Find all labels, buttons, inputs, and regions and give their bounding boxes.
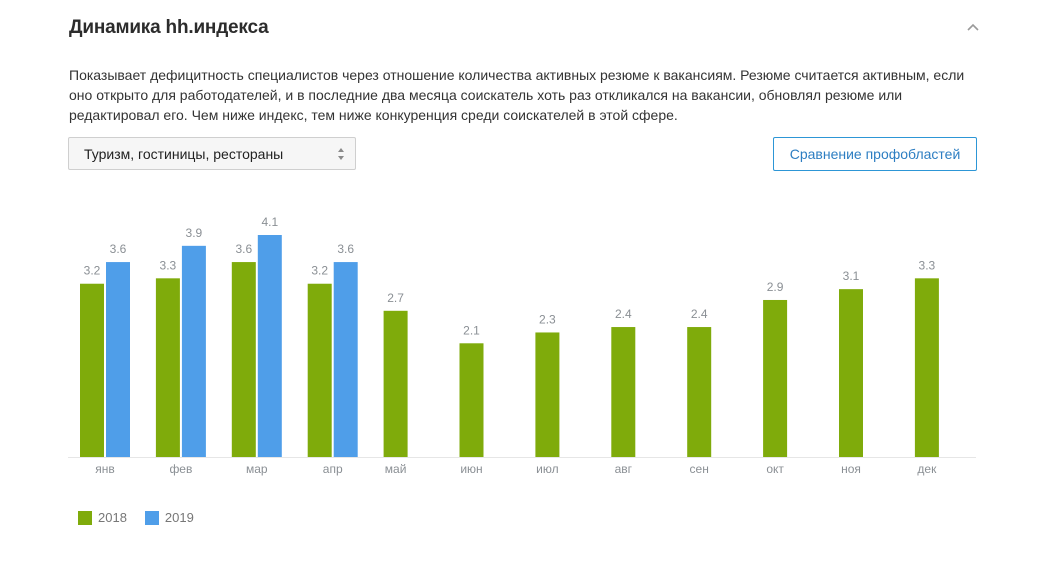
- industry-select-value: Туризм, гостиницы, рестораны: [84, 146, 284, 162]
- chevron-up-icon: [967, 23, 979, 31]
- sort-arrows-icon: [338, 148, 344, 160]
- bar-2018-янв[interactable]: [80, 283, 104, 457]
- x-tick-label: фев: [169, 462, 192, 476]
- bar-value-label: 3.2: [311, 264, 328, 278]
- bar-value-label: 2.3: [539, 312, 556, 326]
- bar-2019-апр[interactable]: [333, 262, 358, 457]
- bar-2018-апр[interactable]: [307, 283, 332, 457]
- bar-value-label: 2.4: [691, 307, 708, 321]
- x-tick-label: июн: [460, 462, 482, 476]
- industry-select[interactable]: Туризм, гостиницы, рестораны: [68, 137, 356, 170]
- bar-value-label: 3.3: [160, 258, 177, 272]
- bar-value-label: 3.3: [919, 258, 936, 272]
- x-tick-label: дек: [917, 462, 937, 476]
- bar-2018-авг[interactable]: [611, 327, 636, 457]
- legend-item-2018[interactable]: 2018: [78, 510, 127, 525]
- bar-2018-фев[interactable]: [155, 278, 180, 457]
- x-tick-label: апр: [323, 462, 343, 476]
- bar-2018-сен[interactable]: [687, 327, 712, 457]
- x-tick-label: мар: [246, 462, 268, 476]
- bar-value-label: 3.6: [337, 242, 354, 256]
- bar-2018-окт[interactable]: [763, 299, 788, 457]
- bar-value-label: 2.1: [463, 323, 480, 337]
- bar-2019-фев[interactable]: [181, 245, 206, 457]
- index-description: Показывает дефицитность специалистов чер…: [69, 67, 965, 123]
- bar-2019-мар[interactable]: [257, 235, 282, 457]
- legend-item-2019[interactable]: 2019: [144, 510, 194, 525]
- x-tick-label: май: [385, 462, 407, 476]
- x-tick-label: ноя: [841, 462, 861, 476]
- legend-swatch: [78, 510, 92, 525]
- bar-2018-июн[interactable]: [459, 343, 484, 457]
- bar-value-label: 2.4: [615, 307, 632, 321]
- chart-legend: 2018 2019: [78, 510, 212, 525]
- bar-value-label: 3.1: [843, 269, 860, 283]
- x-tick-label: окт: [766, 462, 784, 476]
- bar-value-label: 3.6: [110, 242, 127, 256]
- x-tick-label: сен: [690, 462, 709, 476]
- collapse-button[interactable]: [963, 18, 983, 38]
- legend-label: 2018: [98, 510, 127, 525]
- bar-value-label: 2.7: [387, 291, 404, 305]
- bar-2019-янв[interactable]: [106, 262, 130, 457]
- legend-label: 2019: [164, 510, 194, 525]
- legend-swatch: [144, 510, 159, 525]
- hh-index-bar-chart: 3.2 3.6 янв 3.3 3.9 фев 3.6 4.1 мар 3.2 3.6 апр 2.7 м…: [68, 215, 976, 476]
- bar-2018-дек[interactable]: [914, 278, 939, 457]
- x-tick-label: авг: [615, 462, 633, 476]
- widget-title: Динамика hh.индекса: [69, 17, 269, 38]
- x-tick-label: янв: [95, 462, 115, 476]
- bar-value-label: 2.9: [767, 280, 784, 294]
- bar-2018-мар[interactable]: [231, 262, 256, 457]
- bar-2018-май[interactable]: [383, 310, 408, 457]
- bar-2018-ноя[interactable]: [839, 289, 863, 457]
- bar-value-label: 3.9: [186, 226, 203, 240]
- bar-2018-июл[interactable]: [535, 332, 560, 457]
- bar-value-label: 4.1: [261, 215, 278, 229]
- x-tick-label: июл: [536, 462, 558, 476]
- compare-industries-button[interactable]: Сравнение профобластей: [773, 137, 977, 171]
- bar-value-label: 3.6: [235, 242, 252, 256]
- bar-value-label: 3.2: [84, 264, 101, 278]
